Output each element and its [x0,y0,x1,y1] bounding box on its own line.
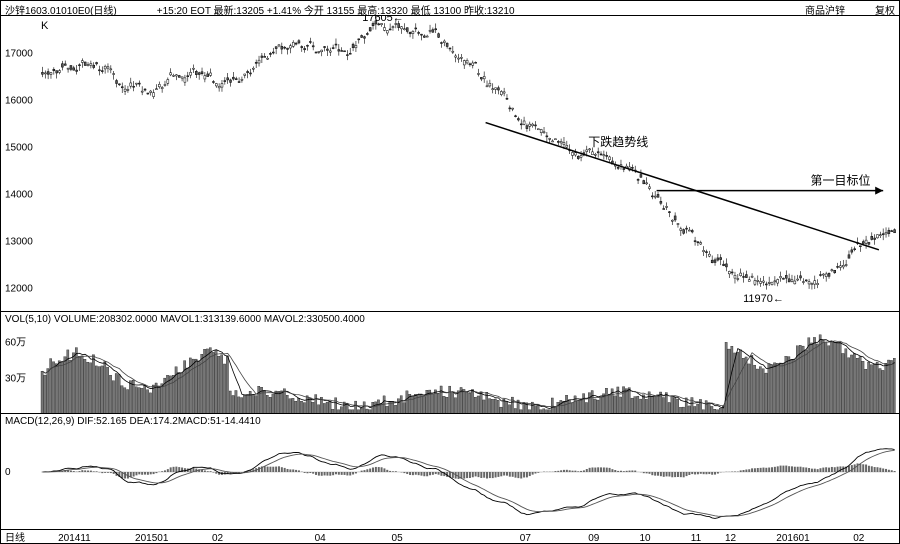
footer-svg: 日线 201411 201501 02 04 05 07 09 10 11 12 201601 02 [1,530,900,544]
svg-text:11: 11 [691,533,702,544]
price-chart-svg: 12000 13000 14000 15000 16000 17000 17605← 1197… [1,16,900,312]
svg-text:201601: 201601 [776,533,810,544]
svg-text:05: 05 [392,533,404,544]
svg-text:15000: 15000 [5,143,33,154]
svg-text:07: 07 [520,533,532,544]
svg-text:60万: 60万 [5,338,26,349]
svg-text:02: 02 [853,533,865,544]
header-bar: 沙锌1603.01010E0(日线) +15:20 EOT 最新:13205 +… [1,1,899,15]
svg-text:17605←: 17605← [362,16,404,24]
macd-chart-svg: 0 [1,414,900,530]
svg-text:下跌趋势线: 下跌趋势线 [588,134,648,149]
chart-root: 沙锌1603.01010E0(日线) +15:20 EOT 最新:13205 +… [0,0,900,544]
svg-text:201411: 201411 [58,533,91,544]
macd-panel[interactable]: MACD(12,26,9) DIF:52.165 DEA:174.2MACD:5… [1,413,899,529]
price-panel[interactable]: K 12000130001400015000160001700017605←11… [1,15,899,311]
volume-panel[interactable]: VOL(5,10) VOLUME:208302.0000 MAVOL1:3131… [1,311,899,413]
svg-text:13000: 13000 [5,237,33,248]
svg-text:201501: 201501 [135,533,169,544]
svg-text:14000: 14000 [5,190,33,201]
svg-text:09: 09 [588,533,600,544]
svg-text:11970←: 11970← [743,293,784,305]
svg-text:04: 04 [315,533,327,544]
volume-chart-svg: 60万 30万 [1,312,900,414]
svg-text:16000: 16000 [5,96,33,107]
svg-text:12000: 12000 [5,284,33,295]
svg-text:日线: 日线 [5,531,25,544]
svg-text:0: 0 [5,467,11,478]
svg-text:12: 12 [725,533,737,544]
time-axis: 日线 201411 201501 02 04 05 07 09 10 11 12 201601 02 [1,529,899,543]
svg-text:17000: 17000 [5,49,33,60]
svg-text:30万: 30万 [5,373,26,384]
svg-text:第一目标位: 第一目标位 [811,173,871,188]
svg-text:10: 10 [640,533,652,544]
svg-text:02: 02 [212,533,224,544]
